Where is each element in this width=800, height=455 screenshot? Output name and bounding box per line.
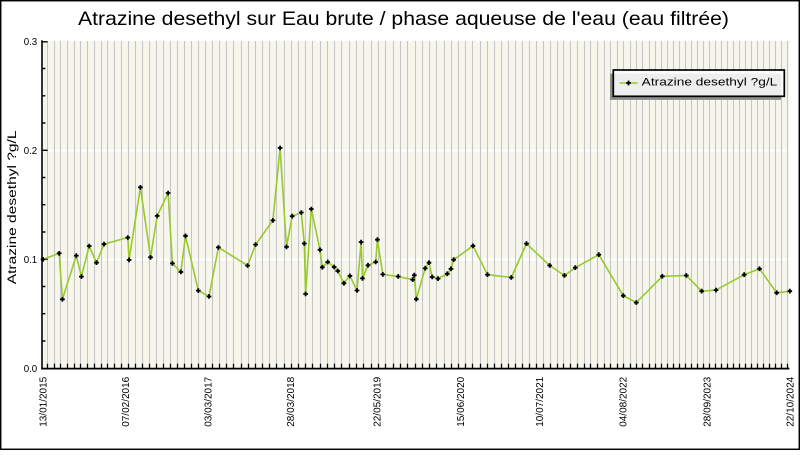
svg-text:10/07/2021: 10/07/2021: [535, 376, 546, 426]
svg-text:0.1: 0.1: [24, 255, 38, 266]
svg-text:28/03/2018: 28/03/2018: [286, 376, 297, 426]
svg-text:28/09/2023: 28/09/2023: [702, 376, 713, 426]
svg-text:Atrazine desethyl ?g/L: Atrazine desethyl ?g/L: [642, 77, 778, 89]
svg-text:07/02/2016: 07/02/2016: [121, 376, 132, 426]
svg-text:22/05/2019: 22/05/2019: [373, 376, 384, 426]
svg-text:0.3: 0.3: [24, 37, 38, 48]
svg-text:15/06/2020: 15/06/2020: [456, 376, 467, 426]
svg-text:0.2: 0.2: [24, 146, 38, 157]
svg-text:Atrazine desethyl ?g/L: Atrazine desethyl ?g/L: [5, 130, 19, 284]
svg-text:04/08/2022: 04/08/2022: [619, 376, 630, 426]
svg-text:13/01/2015: 13/01/2015: [39, 376, 50, 426]
svg-text:22/10/2024: 22/10/2024: [786, 376, 797, 426]
svg-text:Atrazine desethyl sur Eau brut: Atrazine desethyl sur Eau brute / phase …: [78, 8, 729, 30]
svg-text:03/03/2017: 03/03/2017: [204, 376, 215, 426]
svg-text:0.0: 0.0: [24, 364, 38, 375]
